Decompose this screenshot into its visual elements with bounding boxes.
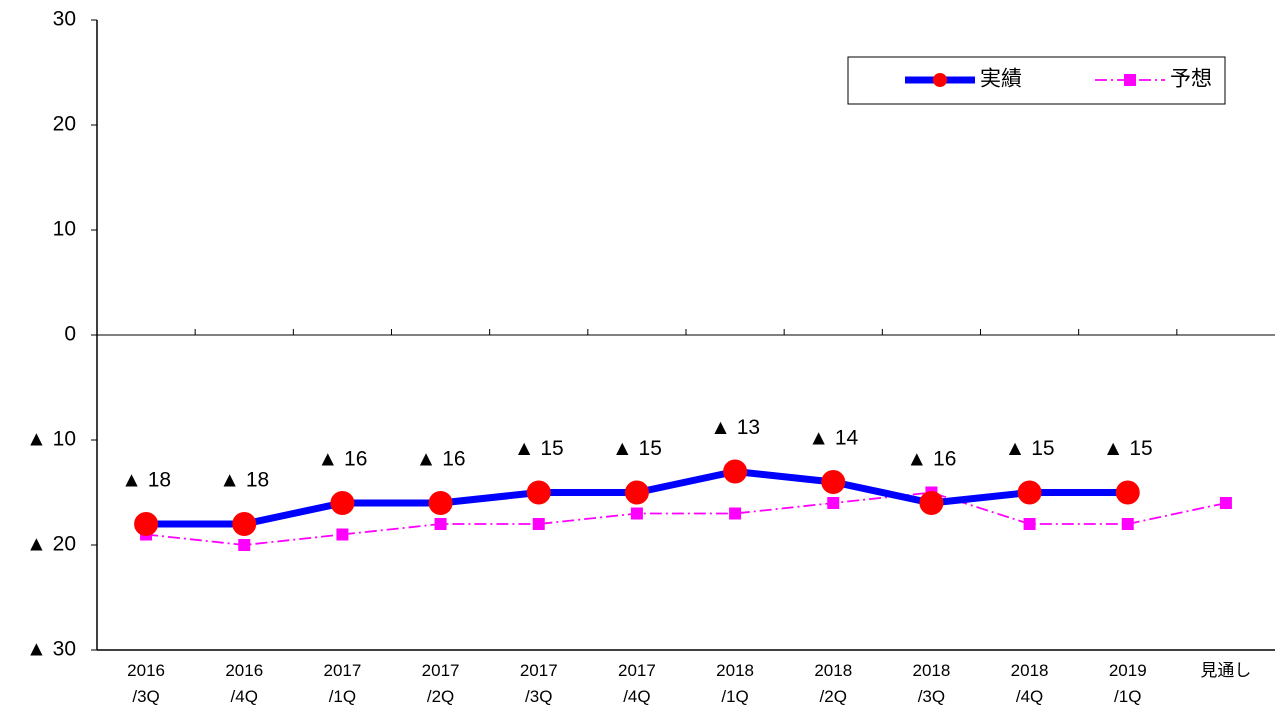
data-label: ▲ 15 bbox=[514, 437, 564, 460]
marker bbox=[238, 539, 251, 551]
marker bbox=[1023, 518, 1036, 530]
x-tick-label: 2018 /2Q bbox=[814, 661, 853, 706]
marker bbox=[821, 470, 846, 494]
data-label: ▲ 13 bbox=[710, 416, 760, 439]
series-line bbox=[145, 491, 1227, 546]
legend-marker bbox=[933, 73, 947, 87]
marker bbox=[232, 512, 257, 536]
legend-marker bbox=[1124, 74, 1136, 86]
y-tick-label: 20 bbox=[53, 113, 76, 136]
marker bbox=[330, 491, 355, 515]
y-tick-label: 0 bbox=[64, 323, 76, 346]
x-tick-label: 2017 /2Q bbox=[421, 661, 460, 706]
marker bbox=[428, 491, 453, 515]
marker bbox=[434, 518, 447, 530]
data-label: ▲ 18 bbox=[219, 469, 269, 492]
marker bbox=[526, 480, 551, 505]
marker bbox=[630, 507, 643, 520]
marker bbox=[532, 518, 545, 530]
marker bbox=[723, 459, 748, 484]
data-label: ▲ 15 bbox=[1103, 437, 1153, 460]
data-label: ▲ 18 bbox=[121, 469, 171, 492]
y-tick-label: 10 bbox=[53, 218, 76, 241]
data-label: ▲ 16 bbox=[906, 448, 956, 471]
x-tick-label: 2017 /1Q bbox=[323, 661, 362, 706]
legend-label: 実績 bbox=[980, 68, 1022, 91]
x-tick-label: 見通し bbox=[1200, 661, 1252, 680]
x-tick-label: 2018 /3Q bbox=[912, 661, 951, 706]
x-tick-label: 2017 /3Q bbox=[519, 661, 558, 706]
legend-box bbox=[847, 56, 1226, 105]
marker bbox=[1115, 480, 1140, 505]
y-tick-label: ▲ 20 bbox=[26, 533, 76, 556]
y-tick-label: ▲ 30 bbox=[26, 638, 76, 661]
marker bbox=[1219, 497, 1232, 509]
marker bbox=[729, 507, 742, 520]
marker bbox=[1121, 518, 1134, 530]
data-label: ▲ 14 bbox=[808, 427, 858, 450]
marker bbox=[919, 491, 944, 515]
data-label: ▲ 15 bbox=[1005, 437, 1055, 460]
marker bbox=[336, 528, 349, 541]
data-label: ▲ 15 bbox=[612, 437, 662, 460]
legend-label: 予想 bbox=[1170, 68, 1212, 91]
legend: 実績 予想 bbox=[847, 56, 1226, 105]
marker bbox=[827, 497, 840, 509]
x-tick-label: 2016 /4Q bbox=[225, 661, 264, 706]
marker bbox=[1017, 480, 1042, 505]
marker bbox=[624, 480, 649, 505]
y-tick-label: 30 bbox=[53, 8, 76, 31]
x-tick-label: 2016 /3Q bbox=[127, 661, 165, 706]
x-tick-label: 2017 /4Q bbox=[617, 661, 656, 706]
x-tick-label: 2019 /1Q bbox=[1108, 661, 1147, 706]
x-tick-label: 2018 /4Q bbox=[1010, 661, 1049, 706]
marker bbox=[134, 512, 159, 536]
x-tick-label: 2018 /1Q bbox=[716, 661, 754, 706]
data-label: ▲ 16 bbox=[317, 448, 367, 471]
data-label: ▲ 16 bbox=[416, 448, 466, 471]
y-tick-label: ▲ 10 bbox=[26, 428, 76, 451]
